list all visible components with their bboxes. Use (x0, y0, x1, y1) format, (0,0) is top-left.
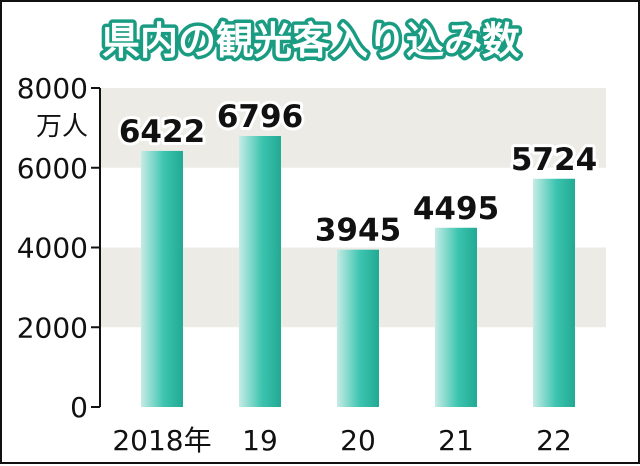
y-axis-ticks: 0 2000 4000 6000 8000 (17, 72, 100, 424)
x-tick-label: 20 (340, 424, 376, 457)
data-label: 5724 (511, 142, 597, 178)
data-label: 4495 (413, 191, 499, 227)
y-axis-unit: 万人 (36, 112, 88, 142)
data-label: 3945 (315, 213, 401, 249)
y-tick-label: 8000 (17, 72, 88, 105)
x-tick-label: 21 (438, 424, 474, 457)
bar (435, 227, 477, 407)
x-tick-label: 19 (242, 424, 278, 457)
bar (533, 178, 575, 407)
x-axis-labels: 2018年 19 20 21 22 (112, 424, 571, 457)
grid-band (100, 88, 606, 168)
y-tick-label: 4000 (17, 232, 88, 265)
chart-title: 県内の観光客入り込み数 (102, 19, 520, 63)
y-tick-label: 0 (70, 391, 88, 424)
data-labels: 6422 6796 3945 4495 5724 (116, 96, 600, 252)
y-tick-label: 2000 (17, 311, 88, 344)
bar (141, 150, 183, 408)
y-tick-label: 6000 (17, 152, 88, 185)
x-tick-label: 22 (536, 424, 572, 457)
bar (239, 136, 281, 407)
bar (337, 249, 379, 407)
data-label: 6796 (217, 99, 303, 135)
bars (141, 136, 575, 408)
data-label: 6422 (119, 114, 205, 150)
x-tick-label: 2018年 (112, 424, 211, 457)
